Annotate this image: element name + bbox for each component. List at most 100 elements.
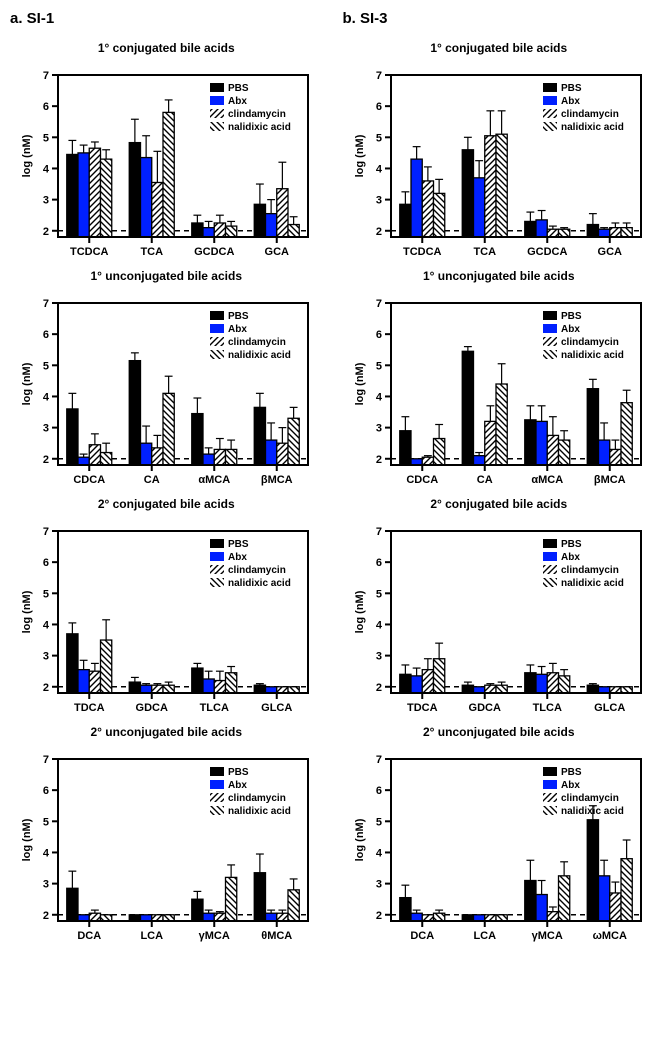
legend-label: PBS <box>228 539 249 550</box>
svg-text:log (nM): log (nM) <box>354 818 366 861</box>
bar <box>485 136 496 237</box>
legend-label: clindamycin <box>228 565 286 576</box>
svg-text:3: 3 <box>376 423 382 435</box>
svg-text:7: 7 <box>43 70 49 82</box>
legend-label: PBS <box>561 311 582 322</box>
legend-swatch <box>543 552 557 561</box>
bar <box>462 351 473 465</box>
bar <box>266 214 277 237</box>
bar <box>587 389 598 465</box>
svg-text:2: 2 <box>376 226 382 238</box>
chart-title: 1° conjugated bile acids <box>430 41 567 55</box>
legend-swatch <box>210 324 224 333</box>
bar <box>67 888 78 921</box>
svg-text:LCA: LCA <box>141 930 164 942</box>
bar <box>203 228 214 237</box>
bar <box>288 890 299 921</box>
legend-label: clindamycin <box>561 565 619 576</box>
legend-label: PBS <box>228 83 249 94</box>
svg-text:βMCA: βMCA <box>594 474 626 486</box>
svg-text:DCA: DCA <box>410 930 434 942</box>
bar <box>433 193 444 237</box>
svg-text:5: 5 <box>43 132 49 144</box>
svg-text:GCDCA: GCDCA <box>194 246 234 258</box>
svg-text:αMCA: αMCA <box>531 474 563 486</box>
legend-swatch <box>210 793 224 802</box>
svg-text:2: 2 <box>43 454 49 466</box>
bar <box>152 182 163 237</box>
svg-text:βMCA: βMCA <box>261 474 293 486</box>
svg-text:5: 5 <box>43 816 49 828</box>
legend-swatch <box>543 565 557 574</box>
chart-svg: 234567CDCACAαMCAβMCAlog (nM)PBSAbxclinda… <box>349 287 649 497</box>
bar <box>141 685 152 693</box>
bar <box>558 229 569 237</box>
bar <box>462 150 473 237</box>
bar <box>525 420 536 465</box>
legend-swatch <box>210 578 224 587</box>
bar <box>101 159 112 237</box>
chart-a4: 2° unconjugated bile acids234567DCALCAγM… <box>10 725 323 953</box>
svg-text:γMCA: γMCA <box>199 930 230 942</box>
chart-b4: 2° unconjugated bile acids234567DCALCAγM… <box>343 725 656 953</box>
svg-text:3: 3 <box>43 879 49 891</box>
bar <box>163 393 174 465</box>
legend-label: nalidixic acid <box>228 122 291 133</box>
legend-swatch <box>543 324 557 333</box>
legend-label: Abx <box>561 552 580 563</box>
legend-label: clindamycin <box>561 337 619 348</box>
bar <box>226 449 237 465</box>
bar <box>67 409 78 465</box>
svg-text:log (nM): log (nM) <box>354 590 366 633</box>
legend-label: clindamycin <box>561 793 619 804</box>
bar <box>192 414 203 465</box>
bar <box>78 457 89 465</box>
svg-text:CDCA: CDCA <box>406 474 438 486</box>
bar <box>610 893 621 921</box>
svg-text:7: 7 <box>43 526 49 538</box>
bar <box>203 679 214 693</box>
bar <box>277 443 288 465</box>
bar <box>255 407 266 465</box>
bar <box>496 685 507 693</box>
chart-svg: 234567TDCAGDCATLCAGLCAlog (nM)PBSAbxclin… <box>16 515 316 725</box>
legend-swatch <box>210 767 224 776</box>
bar <box>547 912 558 921</box>
chart-title: 2° unconjugated bile acids <box>423 725 575 739</box>
legend-swatch <box>210 122 224 131</box>
legend-label: nalidixic acid <box>561 806 624 817</box>
column-a-header: a. SI-1 <box>10 10 323 27</box>
legend-swatch <box>543 578 557 587</box>
legend-label: Abx <box>228 780 247 791</box>
bar <box>90 671 101 693</box>
legend-label: nalidixic acid <box>561 122 624 133</box>
bar <box>255 873 266 921</box>
svg-text:log (nM): log (nM) <box>21 818 33 861</box>
bar <box>266 913 277 921</box>
bar <box>422 181 433 237</box>
bar <box>610 449 621 465</box>
bar <box>215 913 226 921</box>
bar <box>90 445 101 465</box>
chart-title: 1° conjugated bile acids <box>98 41 235 55</box>
bar <box>411 913 422 921</box>
legend-label: nalidixic acid <box>228 578 291 589</box>
svg-text:αMCA: αMCA <box>199 474 231 486</box>
svg-text:GDCA: GDCA <box>136 702 168 714</box>
legend-swatch <box>210 539 224 548</box>
bar <box>496 384 507 465</box>
chart-b3: 2° conjugated bile acids234567TDCAGDCATL… <box>343 497 656 725</box>
legend-swatch <box>543 350 557 359</box>
bar <box>288 418 299 465</box>
bar <box>598 229 609 237</box>
chart-a1: 1° conjugated bile acids234567TCDCATCAGC… <box>10 41 323 269</box>
svg-text:TDCA: TDCA <box>74 702 105 714</box>
bar <box>411 676 422 693</box>
svg-text:3: 3 <box>376 651 382 663</box>
legend-label: nalidixic acid <box>561 350 624 361</box>
svg-text:4: 4 <box>376 619 383 631</box>
svg-text:GLCA: GLCA <box>261 702 292 714</box>
svg-text:4: 4 <box>376 391 383 403</box>
svg-text:7: 7 <box>43 298 49 310</box>
svg-text:γMCA: γMCA <box>531 930 562 942</box>
